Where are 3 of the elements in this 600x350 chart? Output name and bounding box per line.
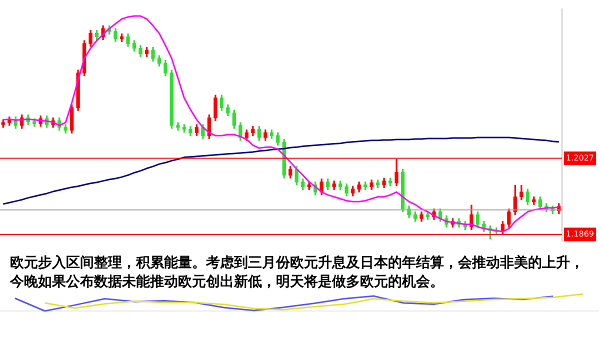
y-tick-label: 1.2027 [566, 153, 594, 162]
text: 欧元步入区间整理，积累能量。考虑到三月份欧元升息及日本的年结算，会推动非美的上升，今晚如果公布数据未能推动欧元创出新低，明天将是做多欧元的机会。 [9, 254, 585, 292]
y-tick-label: 1.1869 [566, 230, 594, 239]
